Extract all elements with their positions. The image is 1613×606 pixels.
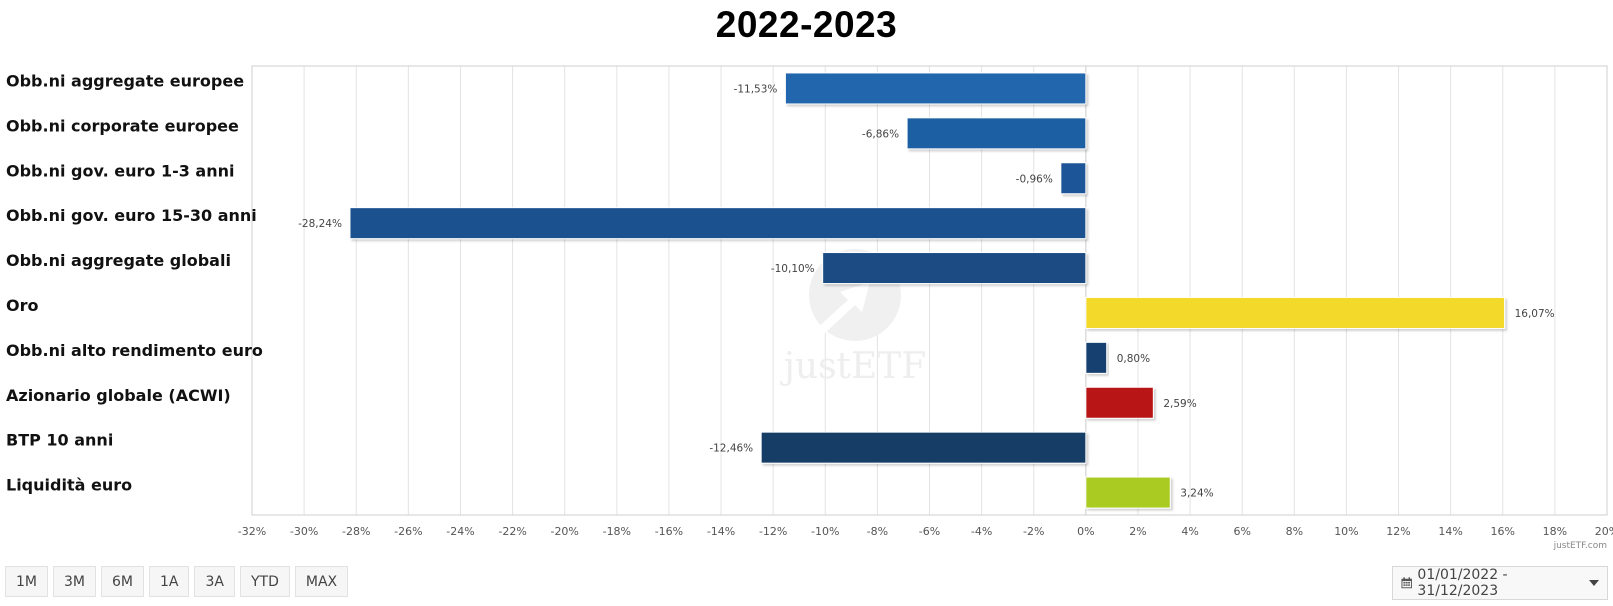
x-tick-label: 2% [1129,525,1146,538]
x-tick-label: 14% [1438,525,1462,538]
x-tick-label: 8% [1286,525,1303,538]
range-button-ytd[interactable]: YTD [239,566,290,597]
x-axis-ticks: -32% -30% -28% -26% -24% -22% -20% -18% -16% -14%… [238,525,1613,538]
bar[interactable] [760,431,1087,464]
category-labels: Obb.ni aggregate europee Obb.ni corporate… [6,71,263,494]
bars: -11,53% -6,86% -0,96% -28,24% -10,10% 16,07% 0… [298,72,1555,509]
category-label: Liquidità euro [6,476,132,495]
plot-area-border [251,65,1608,516]
range-button-group: 1M 3M 6M 1A 3A YTD MAX [5,566,349,597]
data-label: -0,96% [1016,173,1053,185]
x-tick-label: -14% [707,525,735,538]
x-tick-label: 18% [1543,525,1567,538]
x-tick-label: -16% [655,525,683,538]
x-tick-label: -10% [811,525,839,538]
category-label: Oro [6,296,38,315]
category-label: BTP 10 anni [6,431,113,450]
bar[interactable] [1085,341,1108,374]
x-tick-label: -20% [550,525,578,538]
category-label: Obb.ni corporate europee [6,116,239,135]
x-tick-label: 12% [1386,525,1410,538]
chart-credit[interactable]: justETF.com [1553,541,1607,551]
bar[interactable] [906,117,1087,150]
bar[interactable] [784,72,1087,105]
x-tick-label: -24% [446,525,474,538]
data-label: 2,59% [1163,398,1196,410]
x-tick-label: -4% [971,525,992,538]
caret-down-icon [1589,580,1599,586]
category-label: Obb.ni gov. euro 15-30 anni [6,206,257,225]
x-tick-label: -30% [290,525,318,538]
calendar-icon [1401,577,1412,589]
bar[interactable] [822,252,1087,285]
range-button-3m[interactable]: 3M [53,566,96,597]
x-tick-label: -6% [919,525,940,538]
data-label: 16,07% [1515,308,1555,320]
range-button-6m[interactable]: 6M [101,566,144,597]
x-tick-label: -28% [342,525,370,538]
data-label: -28,24% [298,218,342,230]
x-tick-label: -2% [1023,525,1044,538]
x-tick-label: -18% [603,525,631,538]
data-label: -6,86% [862,128,899,140]
data-label: -11,53% [734,83,778,95]
watermark-text: justETF [780,346,927,387]
category-label: Obb.ni aggregate globali [6,251,231,270]
data-label: -10,10% [771,263,815,275]
x-tick-label: -8% [867,525,888,538]
category-label: Azionario globale (ACWI) [6,386,231,405]
bar[interactable] [1085,386,1154,419]
chart-title: 2022-2023 [715,4,898,45]
range-button-max[interactable]: MAX [294,566,349,597]
x-tick-label: -12% [759,525,787,538]
range-button-1m[interactable]: 1M [5,566,48,597]
range-button-3a[interactable]: 3A [194,566,235,597]
x-tick-label: 10% [1334,525,1358,538]
data-label: 0,80% [1117,353,1150,365]
data-label: 3,24% [1180,488,1213,500]
bar[interactable] [349,207,1087,240]
category-label: Obb.ni gov. euro 1-3 anni [6,161,234,180]
data-label: -12,46% [709,443,753,455]
x-tick-label: 16% [1491,525,1515,538]
date-range-text: 01/01/2022 - 31/12/2023 [1417,567,1508,599]
x-tick-label: 4% [1181,525,1198,538]
x-tick-label: -22% [498,525,526,538]
category-label: Obb.ni aggregate europee [6,71,244,90]
date-range-picker[interactable]: 01/01/2022 - 31/12/2023 [1392,566,1608,600]
bar[interactable] [1085,296,1506,329]
x-tick-label: -26% [394,525,422,538]
x-tick-label: -32% [238,525,266,538]
bar[interactable] [1060,162,1087,195]
x-tick-label: 0% [1077,525,1094,538]
range-button-1a[interactable]: 1A [149,566,190,597]
x-tick-label: 6% [1233,525,1250,538]
bar[interactable] [1085,476,1171,509]
x-tick-label: 20% [1595,525,1613,538]
category-label: Obb.ni alto rendimento euro [6,341,263,360]
